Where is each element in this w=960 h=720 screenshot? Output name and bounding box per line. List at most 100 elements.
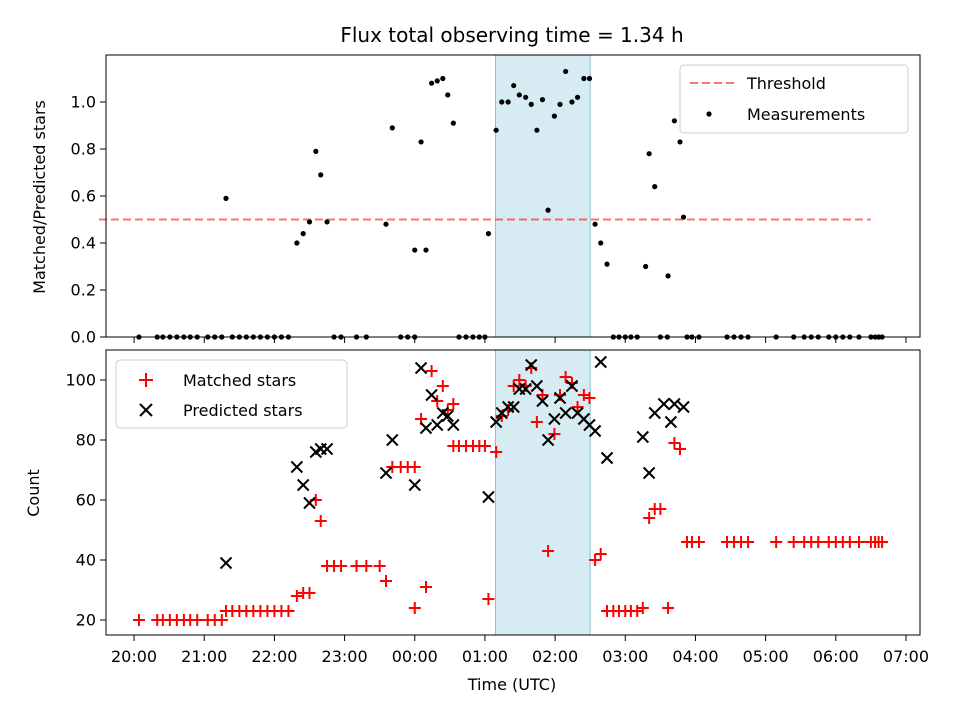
bottom-y-tick-label: 40 <box>76 551 96 570</box>
x-tick-label: 05:00 <box>743 647 789 666</box>
predicted-star-point <box>501 400 515 414</box>
measurement-point <box>511 82 517 89</box>
legend-predicted-label: Predicted stars <box>183 401 303 420</box>
top-axes-frame <box>105 54 921 338</box>
matched-star-point <box>654 503 667 515</box>
measurement-point <box>493 127 499 133</box>
measurement-point <box>383 221 389 227</box>
bottom-y-axis-label: Count <box>24 469 43 517</box>
predicted-star-point <box>536 394 549 408</box>
predicted-star-point <box>559 406 572 420</box>
matched-star-point <box>643 512 656 524</box>
x-axis-label: Time (UTC) <box>467 675 556 694</box>
bottom-axes-frame <box>105 349 921 636</box>
top-x-ticks <box>133 337 907 343</box>
measurement-point <box>569 99 575 105</box>
measurement-point <box>652 184 658 190</box>
matched-star-point <box>559 371 572 383</box>
predicted-star-point <box>664 415 678 429</box>
measurement-point <box>646 151 652 157</box>
x-tick-label: 01:00 <box>462 647 508 666</box>
measurement-point <box>551 113 558 119</box>
predicted-star-point <box>431 418 444 432</box>
matched-star-point <box>852 536 865 548</box>
measurement-point <box>523 94 529 100</box>
measurement-point <box>665 273 671 279</box>
chart-title: Flux total observing time = 1.34 h <box>340 23 683 47</box>
matched-star-point <box>674 443 687 455</box>
x-tick-label: 00:00 <box>392 647 438 666</box>
matched-star-point <box>692 536 705 548</box>
predicted-star-point <box>594 355 607 369</box>
measurement-point <box>557 101 563 107</box>
predicted-star-point <box>447 418 460 432</box>
top-y-ticks: 0.0 0.2 0.4 0.6 0.8 1.0 <box>71 93 106 347</box>
matched-star-point <box>571 401 584 413</box>
measurement-point <box>581 75 587 82</box>
legend-predicted-swatch <box>139 403 153 417</box>
top-y-tick-label: 0.0 <box>71 328 96 347</box>
measurement-point <box>223 195 229 201</box>
matched-star-point <box>303 587 316 599</box>
top-y-tick-label: 0.2 <box>71 281 96 300</box>
measurement-point <box>294 240 300 246</box>
top-y-tick-label: 1.0 <box>71 93 96 112</box>
measurement-point <box>680 214 687 220</box>
measurement-point <box>440 75 446 82</box>
measurement-point <box>418 139 424 145</box>
legend-matched-swatch <box>139 373 153 387</box>
measurement-point <box>300 231 306 237</box>
bottom-y-tick-label: 20 <box>76 611 96 630</box>
predicted-star-point <box>296 478 310 492</box>
measurement-point <box>318 172 324 178</box>
measurement-point <box>539 97 546 103</box>
predicted-star-point <box>548 412 561 426</box>
x-tick-label: 02:00 <box>532 647 578 666</box>
measurement-point <box>412 247 418 253</box>
predicted-star-point <box>553 391 567 405</box>
measurement-point <box>505 99 511 105</box>
measurement-points <box>136 68 885 340</box>
top-y-tick-label: 0.6 <box>71 187 96 206</box>
matched-star-point <box>419 581 432 593</box>
measurement-point <box>499 99 505 105</box>
top-panel: 0.0 0.2 0.4 0.6 0.8 1.0 Matched/Predicted sta… <box>30 54 921 347</box>
matched-star-point <box>594 548 607 560</box>
matched-star-point <box>742 536 755 548</box>
predicted-star-point <box>525 358 538 372</box>
measurement-point <box>598 240 604 246</box>
bottom-y-tick-label: 60 <box>76 491 96 510</box>
predicted-star-point <box>600 451 614 465</box>
matched-star-point <box>290 590 303 602</box>
matched-star-point <box>425 365 438 377</box>
matched-star-point <box>408 602 421 614</box>
legend-threshold-label: Threshold <box>746 74 826 93</box>
measurement-point <box>434 78 440 84</box>
x-tick-label: 21:00 <box>181 647 227 666</box>
predicted-star-point <box>408 478 421 492</box>
matched-star-point <box>360 560 373 572</box>
matched-star-point <box>478 440 491 452</box>
predicted-star-point <box>386 433 399 447</box>
measurement-point <box>389 125 395 131</box>
measurement-point <box>586 75 593 82</box>
predicted-star-point <box>482 490 495 504</box>
measurement-point <box>563 68 569 75</box>
matched-star-point <box>490 446 503 458</box>
measurement-point <box>574 94 581 100</box>
x-tick-label: 20:00 <box>111 647 157 666</box>
x-tick-label: 04:00 <box>672 647 718 666</box>
predicted-star-point <box>677 400 690 414</box>
matched-star-point <box>662 602 675 614</box>
predicted-star-point <box>565 379 579 393</box>
x-tick-label: 07:00 <box>883 647 929 666</box>
predicted-star-point <box>379 466 393 480</box>
measurement-point <box>677 139 683 145</box>
matched-star-points <box>132 362 889 626</box>
predicted-star-point <box>489 415 503 429</box>
measurement-point <box>450 120 456 126</box>
matched-star-point <box>583 392 596 404</box>
measurement-point <box>306 219 313 225</box>
predicted-star-point <box>588 424 602 438</box>
